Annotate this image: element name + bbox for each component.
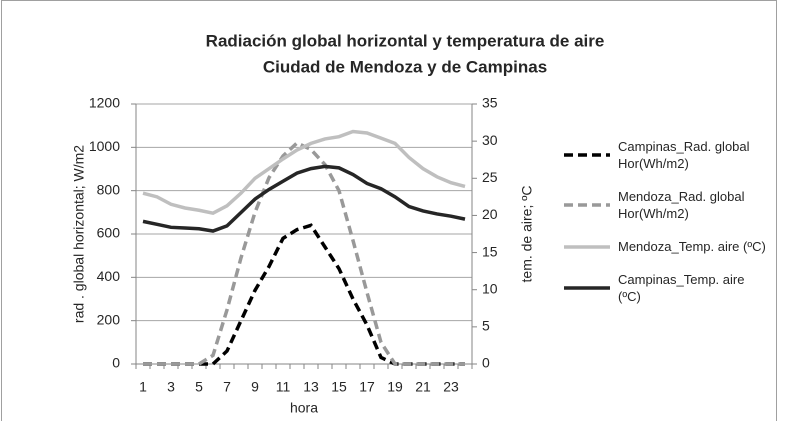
x-tick-label: 19 [387,379,403,395]
y-tick-label: 600 [97,225,121,241]
x-tick-label: 15 [331,379,347,395]
x-tick-label: 7 [223,379,231,395]
legend-swatch [564,203,610,207]
legend-item: Campinas_Rad. global Hor(Wh/m2) [562,138,768,172]
chart-title: Radiación global horizontal y temperatur… [206,31,605,50]
legend-swatch [564,244,610,249]
chart-subtitle: Ciudad de Mendoza y de Campinas [263,57,547,76]
legend-label: Campinas_Rad. global Hor(Wh/m2) [618,139,750,171]
x-tick-label: 1 [139,379,147,395]
legend: Campinas_Rad. global Hor(Wh/m2) Mendoza_R… [562,138,768,305]
y2-tick-label: 10 [482,280,498,296]
y2-tick-label: 5 [482,318,490,334]
legend-label: Mendoza_Rad. global Hor(Wh/m2) [618,189,745,221]
y2-tick-label: 15 [482,243,498,259]
y-tick-label: 400 [97,268,121,284]
y-tick-label: 800 [97,181,121,197]
x-tick-label: 5 [195,379,203,395]
x-tick-label: 21 [415,379,431,395]
y2-tick-label: 0 [482,355,490,371]
legend-item: Mendoza_Rad. global Hor(Wh/m2) [562,188,768,222]
series-line [142,164,466,233]
series-line [142,129,466,216]
legend-label: Campinas_Temp. aire (ºC) [618,272,745,304]
legend-item: Mendoza_Temp. aire (ºC) [562,238,768,255]
y2-tick-label: 25 [482,169,498,185]
x-tick-label: 11 [276,379,291,395]
y2-tick-label: 30 [482,132,498,148]
x-tick-label: 13 [303,379,319,395]
x-tick-label: 17 [359,379,375,395]
y-tick-label: 0 [112,355,120,371]
legend-swatch [564,153,610,157]
y2-axis-label: tem. de aire; ºC [519,186,535,283]
x-tick-label: 23 [443,379,459,395]
x-tick-label: 9 [251,379,259,395]
y-tick-label: 1200 [89,95,120,111]
legend-item: Campinas_Temp. aire (ºC) [562,271,768,305]
legend-swatch [564,286,610,290]
y2-tick-label: 20 [482,206,498,222]
y2-tick-label: 35 [482,95,498,111]
y-tick-label: 200 [97,311,121,327]
x-tick-label: 3 [167,379,175,395]
y-axis-label: rad . global horizontal; W/m2 [71,145,87,323]
series-line [143,223,465,366]
series-line [143,140,465,366]
x-axis-label: hora [290,400,318,416]
y-tick-label: 1000 [89,138,120,154]
legend-label: Mendoza_Temp. aire (ºC) [618,239,766,254]
